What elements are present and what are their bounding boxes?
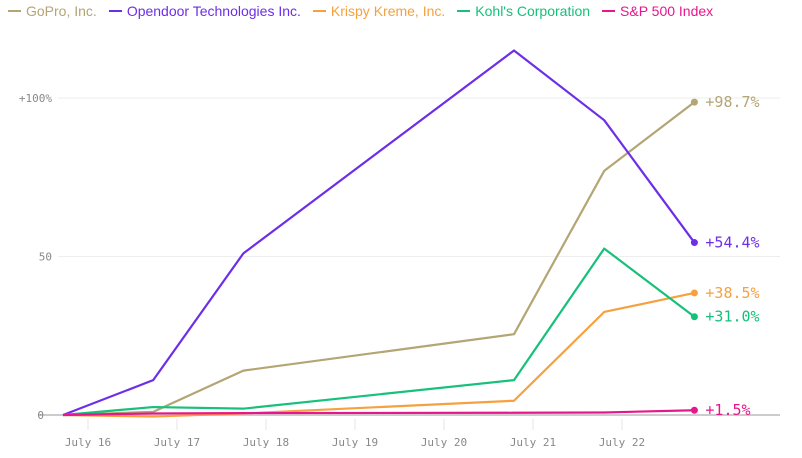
series-end-point	[690, 406, 698, 414]
x-tick-label: July 22	[599, 436, 645, 449]
series-line	[62, 247, 696, 417]
legend-label: Kohl's Corporation	[475, 3, 591, 19]
series-end-point	[690, 289, 698, 297]
x-tick-label: July 19	[332, 436, 378, 449]
legend-swatch	[8, 10, 21, 12]
series-end-label: +98.7%	[705, 93, 759, 111]
y-tick-label: 0	[37, 409, 44, 422]
series-end-label: +54.4%	[705, 234, 759, 252]
legend-item[interactable]: Kohl's Corporation	[457, 3, 590, 19]
legend-item[interactable]: GoPro, Inc.	[8, 3, 97, 19]
series-end-point	[690, 98, 698, 106]
y-tick-label: 50	[39, 251, 52, 264]
legend-item[interactable]: S&P 500 Index	[602, 3, 713, 19]
series-end-point	[690, 239, 698, 247]
legend-item[interactable]: Krispy Kreme, Inc.	[312, 3, 446, 19]
x-tick-label: July 18	[243, 436, 289, 449]
series-line	[62, 101, 696, 417]
series-end-label: +1.5%	[705, 401, 750, 419]
legend-item[interactable]: Opendoor Technologies Inc.	[108, 3, 301, 19]
series-end-label: +31.0%	[705, 308, 759, 326]
x-tick-label: July 20	[421, 436, 467, 449]
legend-label: GoPro, Inc.	[26, 3, 97, 19]
x-tick-label: July 17	[154, 436, 200, 449]
legend-swatch	[457, 10, 471, 12]
series-line	[62, 49, 696, 417]
legend-swatch	[108, 10, 122, 12]
legend-label: Krispy Kreme, Inc.	[330, 3, 446, 19]
series-line	[62, 291, 695, 418]
y-tick-label: +100%	[19, 92, 52, 105]
legend-label: Opendoor Technologies Inc.	[126, 3, 301, 19]
series-end-label: +38.5%	[705, 284, 759, 302]
series-line	[62, 409, 695, 417]
series-end-point	[690, 313, 698, 321]
chart-legend: GoPro, Inc. Opendoor Technologies Inc. Kri…	[8, 3, 713, 19]
legend-label: S&P 500 Index	[620, 3, 714, 19]
legend-swatch	[602, 10, 616, 12]
x-tick-label: July 16	[65, 436, 111, 449]
legend-swatch	[312, 10, 326, 12]
x-tick-label: July 21	[510, 436, 556, 449]
